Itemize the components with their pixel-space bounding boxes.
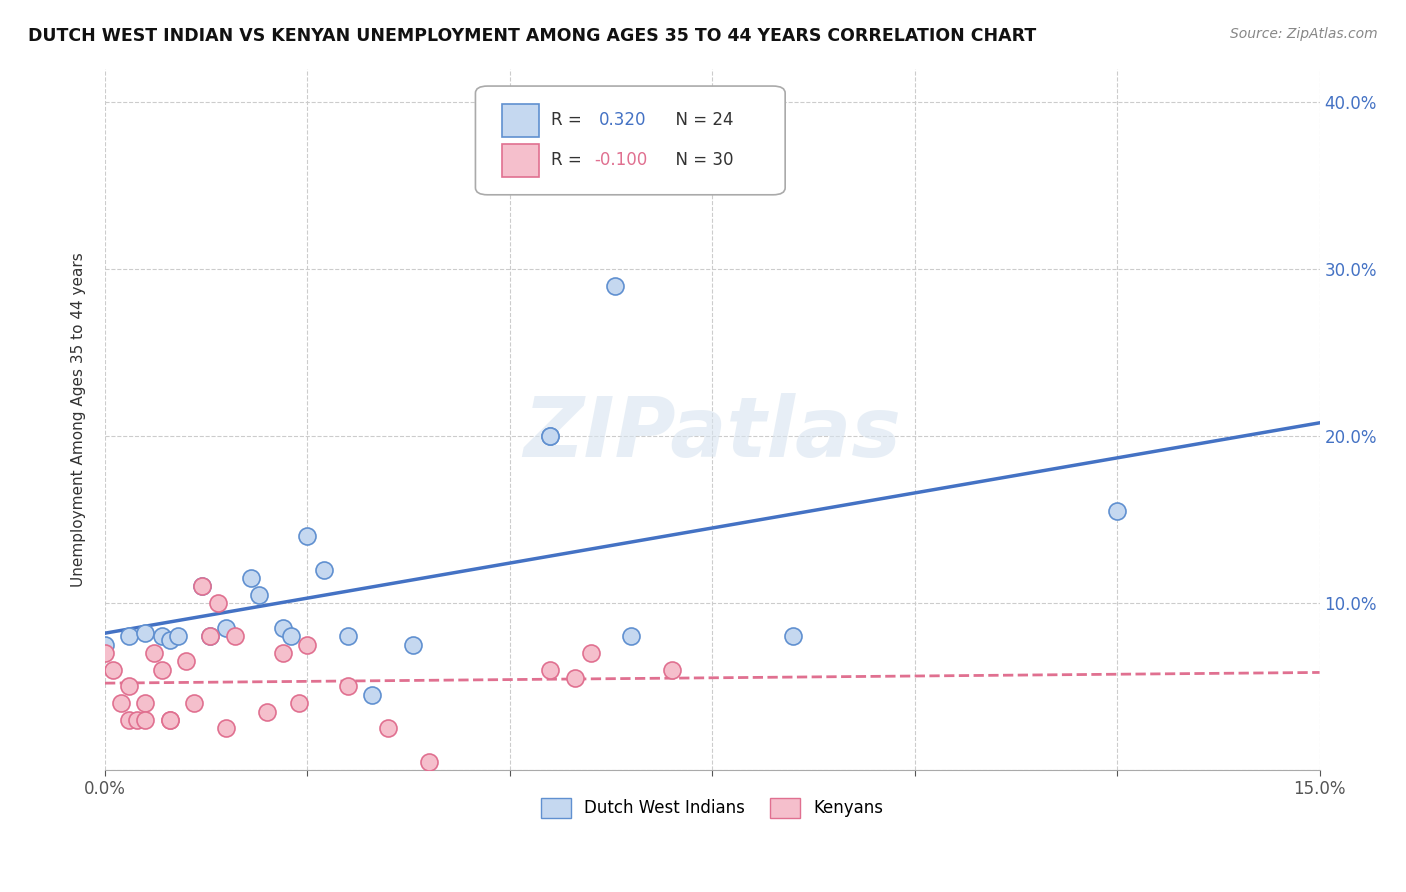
Point (564, 671, 586, 685)
Point (167, 629, 190, 643)
Text: -0.100: -0.100 (595, 152, 648, 169)
Point (134, 626, 156, 640)
Point (361, 688, 384, 702)
Point (94, 638, 117, 652)
Point (215, 721, 238, 735)
Point (620, 629, 643, 643)
Y-axis label: Unemployment Among Ages 35 to 44 years: Unemployment Among Ages 35 to 44 years (72, 252, 86, 587)
Point (256, 705, 278, 719)
Point (312, 563, 335, 577)
FancyBboxPatch shape (475, 86, 785, 194)
Text: R =: R = (551, 152, 586, 169)
Point (247, 588, 270, 602)
FancyBboxPatch shape (502, 144, 538, 178)
Point (159, 632, 181, 647)
Text: ZIPatlas: ZIPatlas (523, 392, 901, 474)
Point (782, 629, 804, 643)
Point (150, 629, 173, 643)
Point (101, 663, 124, 677)
Point (191, 579, 214, 593)
Point (297, 638, 319, 652)
Point (377, 721, 399, 735)
Point (297, 529, 319, 543)
Point (215, 621, 238, 635)
Point (418, 755, 440, 769)
Point (402, 638, 425, 652)
Point (271, 621, 294, 635)
Text: N = 24: N = 24 (665, 112, 734, 129)
Text: R =: R = (551, 112, 586, 129)
Point (150, 663, 173, 677)
Point (207, 596, 229, 610)
Point (224, 629, 246, 643)
Point (118, 629, 141, 643)
Text: 0.320: 0.320 (599, 112, 647, 129)
Point (159, 713, 181, 727)
Point (280, 629, 302, 643)
Point (200, 629, 222, 643)
Point (183, 696, 205, 710)
Point (110, 696, 132, 710)
Text: N = 30: N = 30 (665, 152, 734, 169)
Point (288, 696, 311, 710)
Point (94, 646, 117, 660)
Point (336, 680, 359, 694)
Point (134, 713, 156, 727)
Point (127, 713, 149, 727)
Point (142, 646, 165, 660)
Point (336, 629, 359, 643)
Point (538, 429, 561, 443)
FancyBboxPatch shape (502, 103, 538, 137)
Point (661, 663, 683, 677)
Point (538, 429, 561, 443)
Point (200, 629, 222, 643)
Point (271, 646, 294, 660)
Point (1107, 504, 1129, 518)
Point (134, 696, 156, 710)
Point (579, 646, 602, 660)
Point (159, 713, 181, 727)
Point (118, 713, 141, 727)
Text: DUTCH WEST INDIAN VS KENYAN UNEMPLOYMENT AMONG AGES 35 TO 44 YEARS CORRELATION C: DUTCH WEST INDIAN VS KENYAN UNEMPLOYMENT… (28, 27, 1036, 45)
Point (174, 655, 197, 669)
Text: Source: ZipAtlas.com: Source: ZipAtlas.com (1230, 27, 1378, 41)
Point (239, 571, 262, 585)
Legend: Dutch West Indians, Kenyans: Dutch West Indians, Kenyans (534, 791, 890, 825)
Point (191, 579, 214, 593)
Point (538, 663, 561, 677)
Point (603, 278, 626, 293)
Point (118, 680, 141, 694)
